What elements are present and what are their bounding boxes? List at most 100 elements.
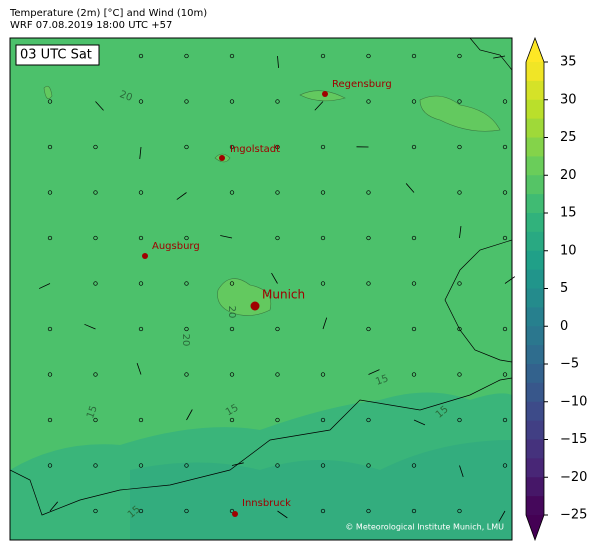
colorbar-band bbox=[526, 99, 544, 120]
wind-barb bbox=[176, 192, 187, 200]
station bbox=[457, 417, 462, 423]
station bbox=[93, 463, 98, 468]
alpine-cold-area bbox=[130, 440, 512, 540]
city-dot bbox=[250, 301, 260, 311]
station bbox=[502, 235, 508, 241]
city-dot bbox=[142, 253, 148, 259]
colorbar-band bbox=[526, 307, 544, 327]
station bbox=[138, 53, 144, 59]
wind-barb bbox=[459, 226, 462, 239]
city-label: Munich bbox=[262, 288, 305, 302]
border bbox=[10, 377, 512, 516]
contour-label: 20 bbox=[118, 89, 134, 104]
station bbox=[320, 190, 326, 195]
station bbox=[320, 463, 326, 468]
station bbox=[93, 190, 98, 195]
colorbar-band bbox=[526, 288, 544, 308]
colorbar-band bbox=[526, 80, 544, 101]
wind-barb bbox=[49, 501, 59, 512]
warm-area bbox=[419, 95, 501, 132]
city-label: Regensburg bbox=[332, 79, 392, 90]
station bbox=[366, 53, 371, 59]
colorbar-band bbox=[526, 326, 544, 346]
wind-barb bbox=[504, 276, 516, 284]
station bbox=[229, 372, 235, 377]
station bbox=[457, 508, 462, 514]
contour-label: 20 bbox=[180, 334, 191, 347]
colorbar-band bbox=[526, 137, 544, 157]
station bbox=[138, 190, 144, 195]
colorbar-tick-label: 5 bbox=[560, 281, 568, 296]
station bbox=[275, 326, 280, 332]
border bbox=[444, 239, 512, 363]
colorbar-band bbox=[526, 401, 544, 422]
wind-barb bbox=[368, 369, 380, 375]
colorbar-tick-label: −5 bbox=[560, 357, 579, 372]
colorbar-extend-bottom bbox=[526, 515, 544, 540]
station bbox=[320, 508, 326, 514]
station bbox=[411, 326, 417, 332]
time-box bbox=[15, 44, 100, 66]
subtitle: WRF 07.08.2019 18:00 UTC +57 bbox=[10, 20, 172, 31]
wind-barb bbox=[277, 55, 279, 68]
colorbar-tick-label: 30 bbox=[560, 92, 577, 107]
station bbox=[47, 417, 53, 423]
station bbox=[138, 326, 144, 332]
wind-barb bbox=[186, 409, 193, 421]
colorbar-band bbox=[526, 194, 544, 214]
station bbox=[47, 144, 53, 150]
colorbar-tick-label: 25 bbox=[560, 130, 577, 145]
station bbox=[411, 281, 417, 286]
station bbox=[366, 99, 371, 104]
station bbox=[366, 281, 371, 286]
station bbox=[366, 190, 371, 195]
station bbox=[138, 281, 144, 286]
station bbox=[457, 190, 462, 195]
contour-label: 15 bbox=[85, 404, 100, 420]
station bbox=[411, 144, 417, 150]
colorbar-tick-label: −25 bbox=[560, 508, 587, 523]
station bbox=[411, 463, 417, 468]
station bbox=[184, 281, 189, 286]
colorbar-tick-label: −10 bbox=[560, 394, 587, 409]
station bbox=[47, 326, 53, 332]
station bbox=[320, 372, 326, 377]
wind-barb bbox=[405, 183, 415, 193]
colorbar-band bbox=[526, 496, 544, 516]
city-dot bbox=[219, 155, 225, 161]
colorbar-tick-label: 15 bbox=[560, 206, 577, 221]
station bbox=[411, 53, 417, 59]
station bbox=[320, 281, 326, 286]
wind-barb bbox=[271, 272, 278, 284]
wind-barb bbox=[95, 101, 104, 111]
station bbox=[47, 99, 53, 104]
station bbox=[275, 417, 280, 423]
station bbox=[229, 508, 235, 514]
wind-barb bbox=[84, 323, 96, 330]
colorbar-tick-label: −20 bbox=[560, 470, 587, 485]
station bbox=[93, 144, 98, 150]
station bbox=[320, 53, 326, 59]
wind-barb bbox=[314, 101, 324, 111]
station bbox=[502, 99, 508, 104]
time-label: 03 UTC Sat bbox=[20, 48, 92, 63]
colorbar-tick-label: 20 bbox=[560, 168, 577, 183]
station bbox=[502, 417, 508, 423]
colorbar-band bbox=[526, 439, 544, 459]
station bbox=[229, 99, 235, 104]
station bbox=[320, 235, 326, 241]
title: Temperature (2m) [°C] and Wind (10m) bbox=[9, 8, 207, 19]
station bbox=[502, 463, 508, 468]
station bbox=[275, 190, 280, 195]
station bbox=[138, 99, 144, 104]
station bbox=[184, 53, 189, 59]
wind-barb bbox=[136, 363, 142, 375]
station bbox=[229, 53, 235, 59]
station bbox=[93, 417, 98, 423]
station bbox=[184, 144, 189, 150]
station bbox=[275, 99, 280, 104]
wind-barb bbox=[231, 462, 244, 466]
station bbox=[184, 99, 189, 104]
map-frame bbox=[9, 37, 513, 541]
